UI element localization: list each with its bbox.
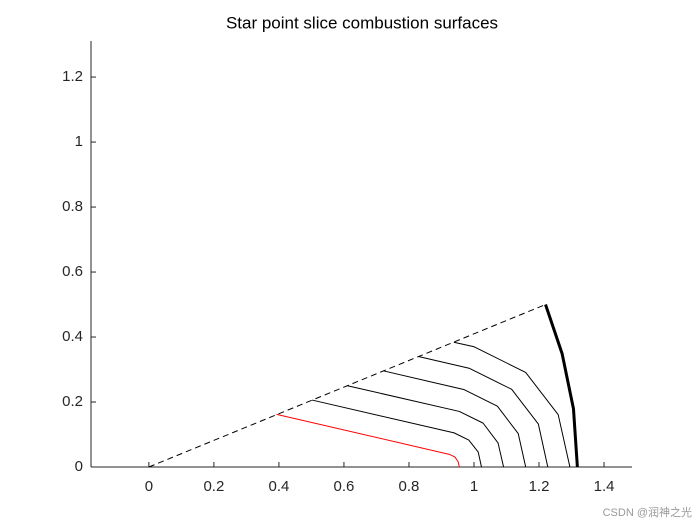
x-tick-label: 1 bbox=[470, 478, 478, 495]
x-tick-label: 0.8 bbox=[399, 478, 420, 495]
watermark: CSDN @润神之光 bbox=[603, 505, 692, 519]
x-tick-label: 1.2 bbox=[529, 478, 550, 495]
chart-title: Star point slice combustion surfaces bbox=[226, 13, 498, 32]
x-tick-label: 0.2 bbox=[203, 478, 224, 495]
curve bbox=[383, 370, 527, 468]
y-tick-label: 1 bbox=[75, 133, 83, 150]
curve bbox=[276, 413, 460, 468]
curve bbox=[453, 341, 571, 468]
x-tick-label: 1.4 bbox=[594, 478, 615, 495]
y-tick-label: 0.4 bbox=[62, 328, 83, 345]
x-tick-label: 0.4 bbox=[268, 478, 289, 495]
curve bbox=[418, 356, 549, 468]
curve bbox=[148, 304, 546, 468]
y-tick-label: 1.2 bbox=[62, 68, 83, 85]
x-tick-label: 0.6 bbox=[334, 478, 355, 495]
y-tick-label: 0 bbox=[75, 458, 83, 475]
x-tick-label: 0 bbox=[145, 478, 153, 495]
y-tick-label: 0.6 bbox=[62, 263, 83, 280]
curve bbox=[544, 304, 579, 468]
y-tick-label: 0.2 bbox=[62, 393, 83, 410]
curve bbox=[311, 399, 482, 468]
y-tick-label: 0.8 bbox=[62, 198, 83, 215]
curve bbox=[347, 385, 505, 468]
